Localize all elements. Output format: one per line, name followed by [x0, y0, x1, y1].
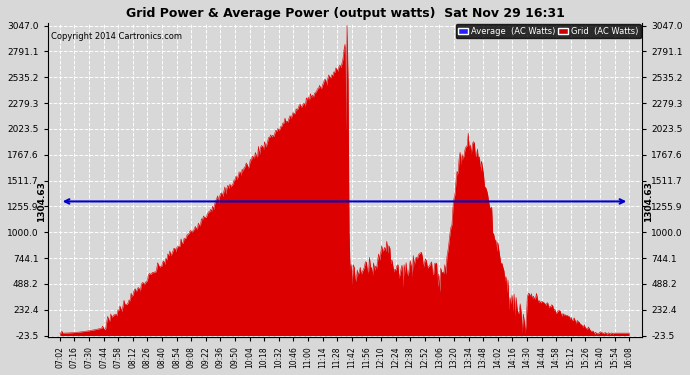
Text: 1304.63: 1304.63 — [37, 181, 46, 222]
Text: Copyright 2014 Cartronics.com: Copyright 2014 Cartronics.com — [50, 32, 181, 41]
Title: Grid Power & Average Power (output watts)  Sat Nov 29 16:31: Grid Power & Average Power (output watts… — [126, 7, 564, 20]
Text: 1304.63: 1304.63 — [644, 181, 653, 222]
Legend: Average  (AC Watts), Grid  (AC Watts): Average (AC Watts), Grid (AC Watts) — [455, 24, 641, 38]
